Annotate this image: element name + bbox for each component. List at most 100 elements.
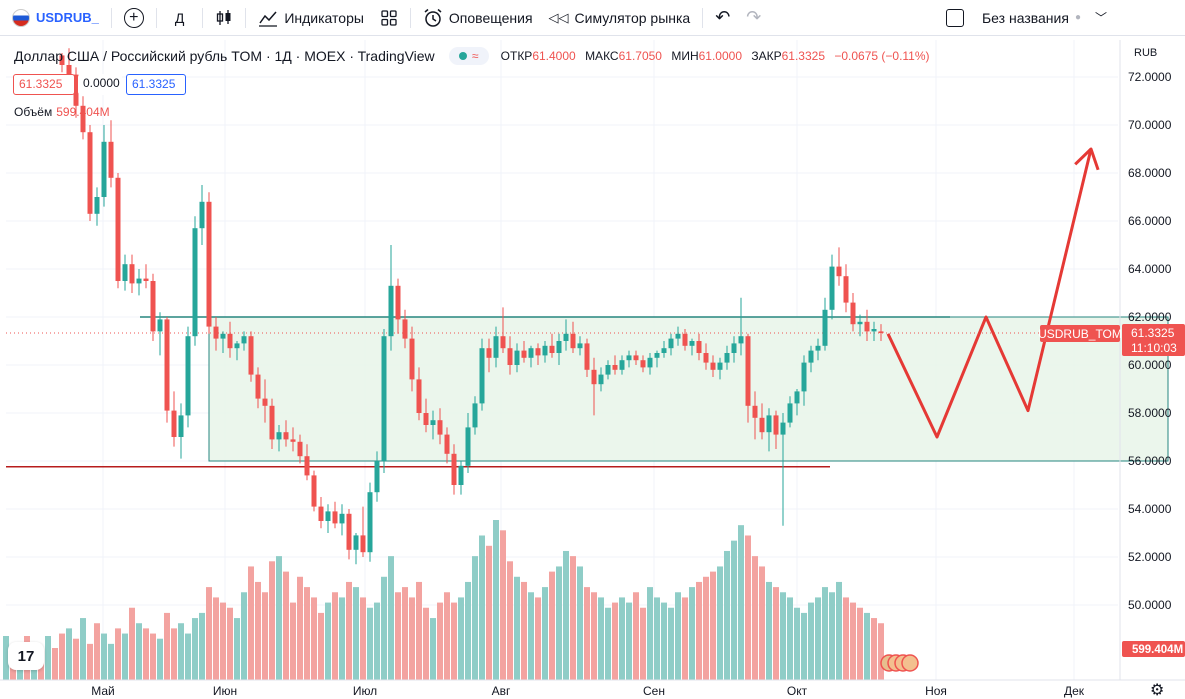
price-chart[interactable]: 72.0000 70.0000 68.0000 66.0000 64.0000 62.00… <box>0 37 1185 699</box>
volume-bar <box>262 592 268 680</box>
candle-body <box>416 379 422 413</box>
alerts-button[interactable]: Оповещения <box>415 0 541 36</box>
tradingview-logo-icon[interactable]: 17 <box>8 642 44 670</box>
candle-body <box>773 415 779 435</box>
candle-body <box>542 345 548 356</box>
candle-body <box>766 415 772 433</box>
settings-gear-icon[interactable]: ⚙ <box>1150 682 1165 699</box>
volume-axis-label: 599.404M <box>1132 644 1183 656</box>
candle-body <box>59 55 65 65</box>
candle-body <box>318 506 324 521</box>
chart-type-button[interactable] <box>207 0 241 36</box>
indicators-label: Индикаторы <box>284 9 364 26</box>
volume-tag <box>1122 641 1185 657</box>
candle-body <box>577 343 583 349</box>
volume-bar <box>52 648 58 680</box>
volume-bar <box>248 566 254 680</box>
volume-bar <box>430 618 436 680</box>
volume-bar <box>185 633 191 680</box>
candle-body <box>801 362 807 392</box>
volume-bar <box>346 581 352 680</box>
candle-body <box>717 362 723 370</box>
volume-bar <box>94 623 100 680</box>
open-value: 61.4000 <box>532 49 576 63</box>
y-tick-label: 50.0000 <box>1128 598 1172 612</box>
candle-body <box>584 343 590 370</box>
volume-bar <box>549 571 555 680</box>
volume-bar <box>66 628 72 680</box>
volume-bar <box>101 633 107 680</box>
wave-icon: ≈ <box>471 49 479 63</box>
rewind-icon: ◁◁ <box>548 9 569 25</box>
volume-bar <box>178 623 184 680</box>
candle-body <box>472 403 478 428</box>
close-label: ЗАКР <box>751 49 782 63</box>
add-icon: + <box>123 7 144 28</box>
candle-body <box>283 432 289 440</box>
candle-body <box>451 453 457 485</box>
redo-button[interactable]: ↷ <box>738 0 769 36</box>
indicators-button[interactable]: Индикаторы <box>250 0 372 36</box>
bid-price-box[interactable]: 61.3325 <box>13 74 75 95</box>
volume-bar <box>850 602 856 680</box>
replay-label: Симулятор рынка <box>574 9 691 26</box>
candle-body <box>556 341 562 353</box>
interval-button[interactable]: Д <box>161 0 198 36</box>
replay-button[interactable]: ◁◁ Симулятор рынка <box>541 0 699 36</box>
volume-bar <box>808 602 814 680</box>
compare-button[interactable]: + <box>116 0 152 36</box>
ask-price-box[interactable]: 61.3325 <box>126 74 186 95</box>
candle-body <box>262 398 268 406</box>
candle-body <box>157 319 163 332</box>
volume-bar <box>199 612 205 680</box>
layout-checkbox[interactable] <box>945 8 964 27</box>
candle-body <box>66 65 72 75</box>
volume-bar <box>633 592 639 680</box>
undo-button[interactable]: ↶ <box>707 0 738 36</box>
volume-bar <box>402 587 408 680</box>
market-status-pill[interactable]: ≈ <box>448 47 489 65</box>
symbol-search[interactable]: USDRUB_ <box>0 0 107 36</box>
candle-body <box>654 353 660 358</box>
volume-bar <box>409 597 415 680</box>
event-marker-icon <box>901 654 919 672</box>
volume-value: 599.404M <box>56 105 110 119</box>
projection-path <box>886 148 1093 439</box>
candle-body <box>73 74 79 106</box>
volume-bar <box>871 618 877 680</box>
volume-bar <box>276 556 282 680</box>
last-price-tag <box>1122 324 1185 357</box>
candle-body <box>759 417 765 433</box>
volume-bar <box>479 535 485 680</box>
volume-bar <box>73 638 79 680</box>
candle-body <box>150 281 156 332</box>
volume-bar <box>822 587 828 680</box>
volume-bar <box>304 587 310 680</box>
candle-body <box>780 422 786 435</box>
volume-bar <box>136 623 142 680</box>
templates-button[interactable] <box>372 0 406 36</box>
volume-bar <box>857 607 863 680</box>
candle-body <box>395 285 401 320</box>
candle-body <box>206 201 212 327</box>
x-tick-label: Сен <box>643 684 665 698</box>
y-tick-label: 60.0000 <box>1128 358 1172 372</box>
x-tick-label: Май <box>91 684 115 698</box>
volume-bar <box>325 602 331 680</box>
volume-bar <box>598 597 604 680</box>
volume-bar <box>192 618 198 680</box>
candle-body <box>297 441 303 457</box>
volume-bar <box>220 602 226 680</box>
candle-body <box>409 338 415 380</box>
candle-body <box>507 348 513 365</box>
volume-bar <box>388 556 394 680</box>
candle-body <box>227 333 233 349</box>
top-toolbar: USDRUB_ + Д Индикаторы <box>0 0 1185 36</box>
volume-bar <box>143 628 149 680</box>
us-flag-icon <box>12 8 30 27</box>
candle-body <box>339 513 345 524</box>
layout-button[interactable]: Без названия ● ﹀ <box>938 0 1185 36</box>
volume-bar <box>815 597 821 680</box>
volume-bar <box>437 602 443 680</box>
volume-bar <box>780 592 786 680</box>
